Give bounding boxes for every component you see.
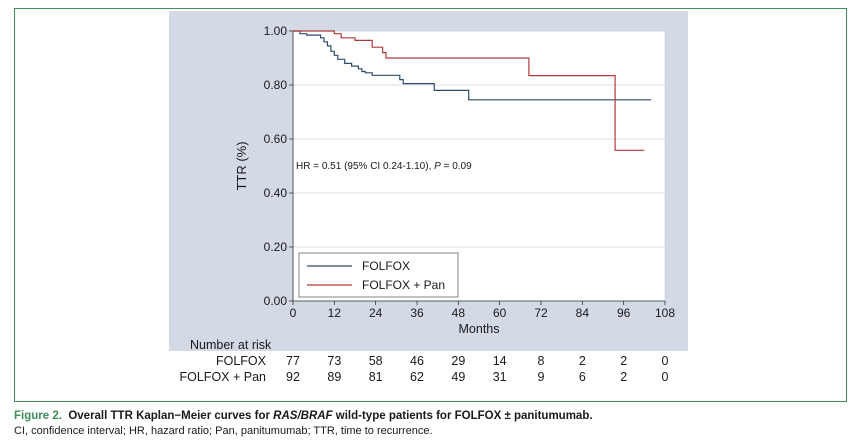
risk-value: 29: [451, 354, 465, 368]
legend-box: [298, 252, 459, 298]
y-axis-ticks: 0.00 0.20 0.40 0.60 0.80 1.00: [264, 24, 294, 308]
x-axis-ticks: 0 12 24 36 48 60 72 84 96 108: [290, 300, 675, 320]
risk-value: 73: [327, 354, 341, 368]
x-tick-label: 60: [493, 306, 507, 320]
risk-row-label: FOLFOX + Pan: [180, 370, 267, 384]
y-tick-label: 1.00: [264, 24, 288, 38]
legend-label-folfox-pan: FOLFOX + Pan: [362, 278, 445, 292]
x-tick-label: 24: [369, 306, 383, 320]
risk-value: 31: [493, 370, 507, 384]
risk-value: 62: [410, 370, 424, 384]
survival-curves: [293, 30, 652, 151]
y-tick-label: 0.80: [264, 78, 288, 92]
figure-caption-notes: CI, confidence interval; HR, hazard rati…: [14, 425, 433, 437]
hr-annotation: HR = 0.51 (95% CI 0.24-1.10), P = 0.09: [296, 161, 472, 172]
risk-value: 81: [369, 370, 383, 384]
legend: FOLFOX FOLFOX + Pan: [298, 252, 459, 298]
risk-value: 46: [410, 354, 424, 368]
risk-value: 9: [538, 370, 545, 384]
x-tick-label: 48: [452, 306, 466, 320]
risk-value: 14: [493, 354, 507, 368]
risk-value: 0: [662, 370, 669, 384]
survival-curve-folfox-pan: [293, 30, 645, 151]
risk-value: 2: [579, 354, 586, 368]
risk-value: 2: [620, 370, 627, 384]
km-chart: 0.000.200.400.600.801.00 0 12 24 36 48 60 72 84…: [169, 11, 688, 384]
risk-value: 6: [579, 370, 586, 384]
x-tick-label: 0: [290, 306, 297, 320]
risk-value: 8: [538, 354, 545, 368]
risk-value: 92: [286, 370, 300, 384]
x-axis-label: Months: [459, 322, 500, 336]
y-tick-label: 0.40: [264, 186, 288, 200]
risk-table-title: Number at risk: [190, 338, 272, 352]
risk-row-label: FOLFOX: [216, 354, 267, 368]
x-tick-label: 96: [617, 306, 631, 320]
y-tick-label: 0.60: [264, 132, 288, 146]
survival-curve-folfox: [293, 30, 652, 101]
figure-caption-title: Figure 2. Overall TTR Kaplan−Meier curve…: [14, 410, 593, 422]
risk-value: 89: [327, 370, 341, 384]
x-tick-label: 12: [328, 306, 342, 320]
figure-frame: 0.00 0.20 0.40 0.60 0.80 1.00 0 12 24 36 48 60 72 84…: [14, 8, 847, 402]
risk-value: 2: [620, 354, 627, 368]
x-tick-label: 72: [534, 306, 548, 320]
legend-label-folfox: FOLFOX: [362, 259, 410, 273]
x-tick-label: 108: [655, 306, 675, 320]
risk-value: 49: [451, 370, 465, 384]
y-axis-label: TTR (%): [234, 141, 249, 190]
risk-value: 0: [662, 354, 669, 368]
risk-value: 77: [286, 354, 300, 368]
x-tick-label: 84: [576, 306, 590, 320]
risk-value: 58: [369, 354, 383, 368]
gridlines: [293, 30, 665, 302]
x-tick-label: 36: [410, 306, 424, 320]
y-tick-label: 0.20: [264, 240, 288, 254]
y-tick-label: 0.00: [264, 294, 288, 308]
